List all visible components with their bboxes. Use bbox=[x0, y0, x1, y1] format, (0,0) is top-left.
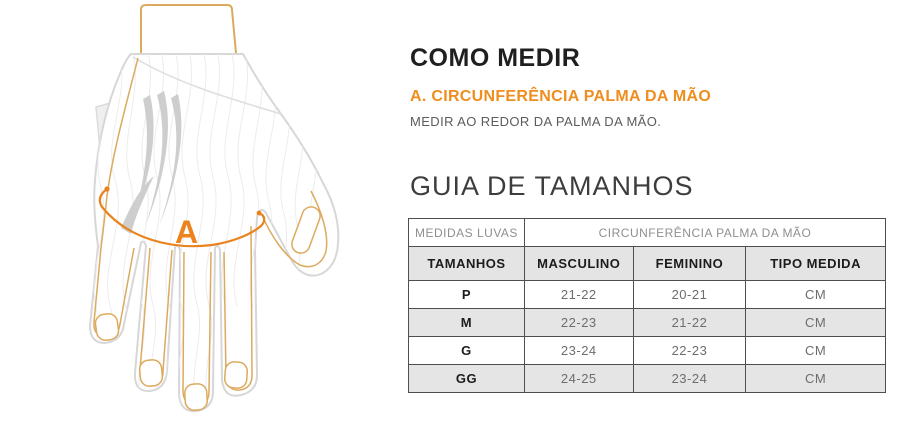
table-row: P 21-22 20-21 CM bbox=[408, 280, 886, 309]
glove-cuff-outline bbox=[140, 4, 237, 54]
group-header-medidas-luvas: MEDIDAS LUVAS bbox=[408, 218, 525, 247]
measure-instruction: MEDIR AO REDOR DA PALMA DA MÃO. bbox=[410, 114, 662, 129]
feminino-cell: 21-22 bbox=[632, 308, 747, 337]
column-header-tamanhos: TAMANHOS bbox=[408, 246, 525, 281]
size-cell: G bbox=[408, 336, 525, 365]
tipo-medida-cell: CM bbox=[745, 336, 886, 365]
column-header-masculino: MASCULINO bbox=[523, 246, 634, 281]
table-group-header-row: MEDIDAS LUVAS CIRCUNFERÊNCIA PALMA DA MÃ… bbox=[408, 218, 887, 247]
page-title: COMO MEDIR bbox=[410, 44, 581, 72]
size-cell: P bbox=[408, 280, 525, 309]
feminino-cell: 22-23 bbox=[632, 336, 747, 365]
glove-diagram: A bbox=[0, 0, 380, 425]
glove-illustration: A bbox=[89, 4, 340, 413]
table-row: M 22-23 21-22 CM bbox=[408, 308, 886, 337]
masculino-cell: 24-25 bbox=[523, 364, 634, 393]
table-row: GG 24-25 23-24 CM bbox=[408, 364, 886, 393]
tipo-medida-cell: CM bbox=[745, 308, 886, 337]
tipo-medida-cell: CM bbox=[745, 364, 886, 393]
glove-seam bbox=[132, 56, 282, 115]
table-column-header-row: TAMANHOS MASCULINO FEMININO TIPO MEDIDA bbox=[408, 246, 886, 281]
arc-start-dot bbox=[104, 186, 110, 192]
feminino-cell: 23-24 bbox=[632, 364, 747, 393]
masculino-cell: 21-22 bbox=[523, 280, 634, 309]
arc-end-dot bbox=[256, 210, 262, 216]
masculino-cell: 23-24 bbox=[523, 336, 634, 365]
table-row: G 23-24 22-23 CM bbox=[408, 336, 886, 365]
column-header-feminino: FEMININO bbox=[632, 246, 747, 281]
feminino-cell: 20-21 bbox=[632, 280, 747, 309]
column-header-tipo-medida: TIPO MEDIDA bbox=[745, 246, 886, 281]
size-cell: M bbox=[408, 308, 525, 337]
measurement-marker-a: A bbox=[175, 214, 198, 250]
tipo-medida-cell: CM bbox=[745, 280, 886, 309]
glove-fingertip-pads bbox=[94, 206, 321, 411]
measure-a-label: A. CIRCUNFERÊNCIA PALMA DA MÃO bbox=[410, 88, 712, 105]
size-guide-table: MEDIDAS LUVAS CIRCUNFERÊNCIA PALMA DA MÃ… bbox=[408, 218, 887, 393]
measuring-info-panel: COMO MEDIR A. CIRCUNFERÊNCIA PALMA DA MÃ… bbox=[408, 0, 892, 425]
size-guide-title: GUIA DE TAMANHOS bbox=[410, 171, 694, 201]
size-cell: GG bbox=[408, 364, 525, 393]
table-body: P 21-22 20-21 CM M 22-23 21-22 CM G 23-24 22-23 CM G… bbox=[408, 280, 886, 393]
masculino-cell: 22-23 bbox=[523, 308, 634, 337]
brand-logo-icon bbox=[121, 91, 182, 234]
group-header-circunferencia: CIRCUNFERÊNCIA PALMA DA MÃO bbox=[523, 218, 887, 247]
